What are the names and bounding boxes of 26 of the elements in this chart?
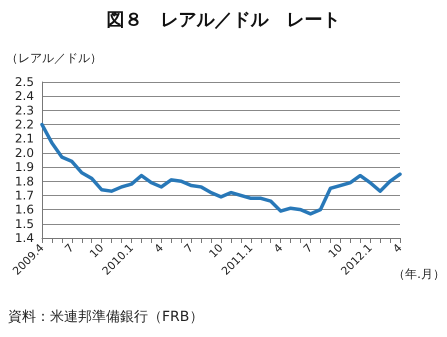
x-tick-label: 10 — [206, 241, 226, 260]
x-tick-label: 10 — [87, 241, 106, 260]
y-tick-label: 1.8 — [14, 174, 34, 188]
x-tick-label: 10 — [326, 241, 345, 260]
line-series — [40, 122, 402, 216]
y-axis-title: （レアル／ドル） — [6, 51, 102, 65]
y-tick-label: 1.4 — [14, 231, 34, 245]
y-tick-label: 2.3 — [14, 103, 34, 118]
y-tick-label: 2.1 — [14, 132, 34, 146]
x-tick-label: 7 — [300, 241, 316, 256]
y-tick-label: 2.5 — [14, 75, 34, 89]
x-tick-label: 7 — [62, 241, 76, 256]
chart-title: 図８ レアル／ドル レート — [106, 10, 340, 30]
x-tick-label: 4 — [152, 241, 166, 256]
x-tick-label: 4 — [390, 241, 405, 256]
y-tick-label: 2.0 — [14, 146, 34, 160]
y-tick-label: 2.4 — [14, 89, 34, 104]
x-axis-title: （年.月） — [393, 267, 446, 281]
x-tick-label: 4 — [271, 241, 286, 256]
y-tick-label: 1.9 — [14, 160, 34, 174]
y-tick-label: 1.5 — [14, 216, 34, 231]
x-tick-label: 7 — [182, 241, 196, 256]
y-tick-label: 2.2 — [14, 118, 34, 132]
text: 資料：米連邦準備銀行（FRB） — [8, 309, 204, 325]
y-tick-label: 1.6 — [14, 202, 34, 217]
y-tick-label: 1.7 — [14, 188, 34, 202]
